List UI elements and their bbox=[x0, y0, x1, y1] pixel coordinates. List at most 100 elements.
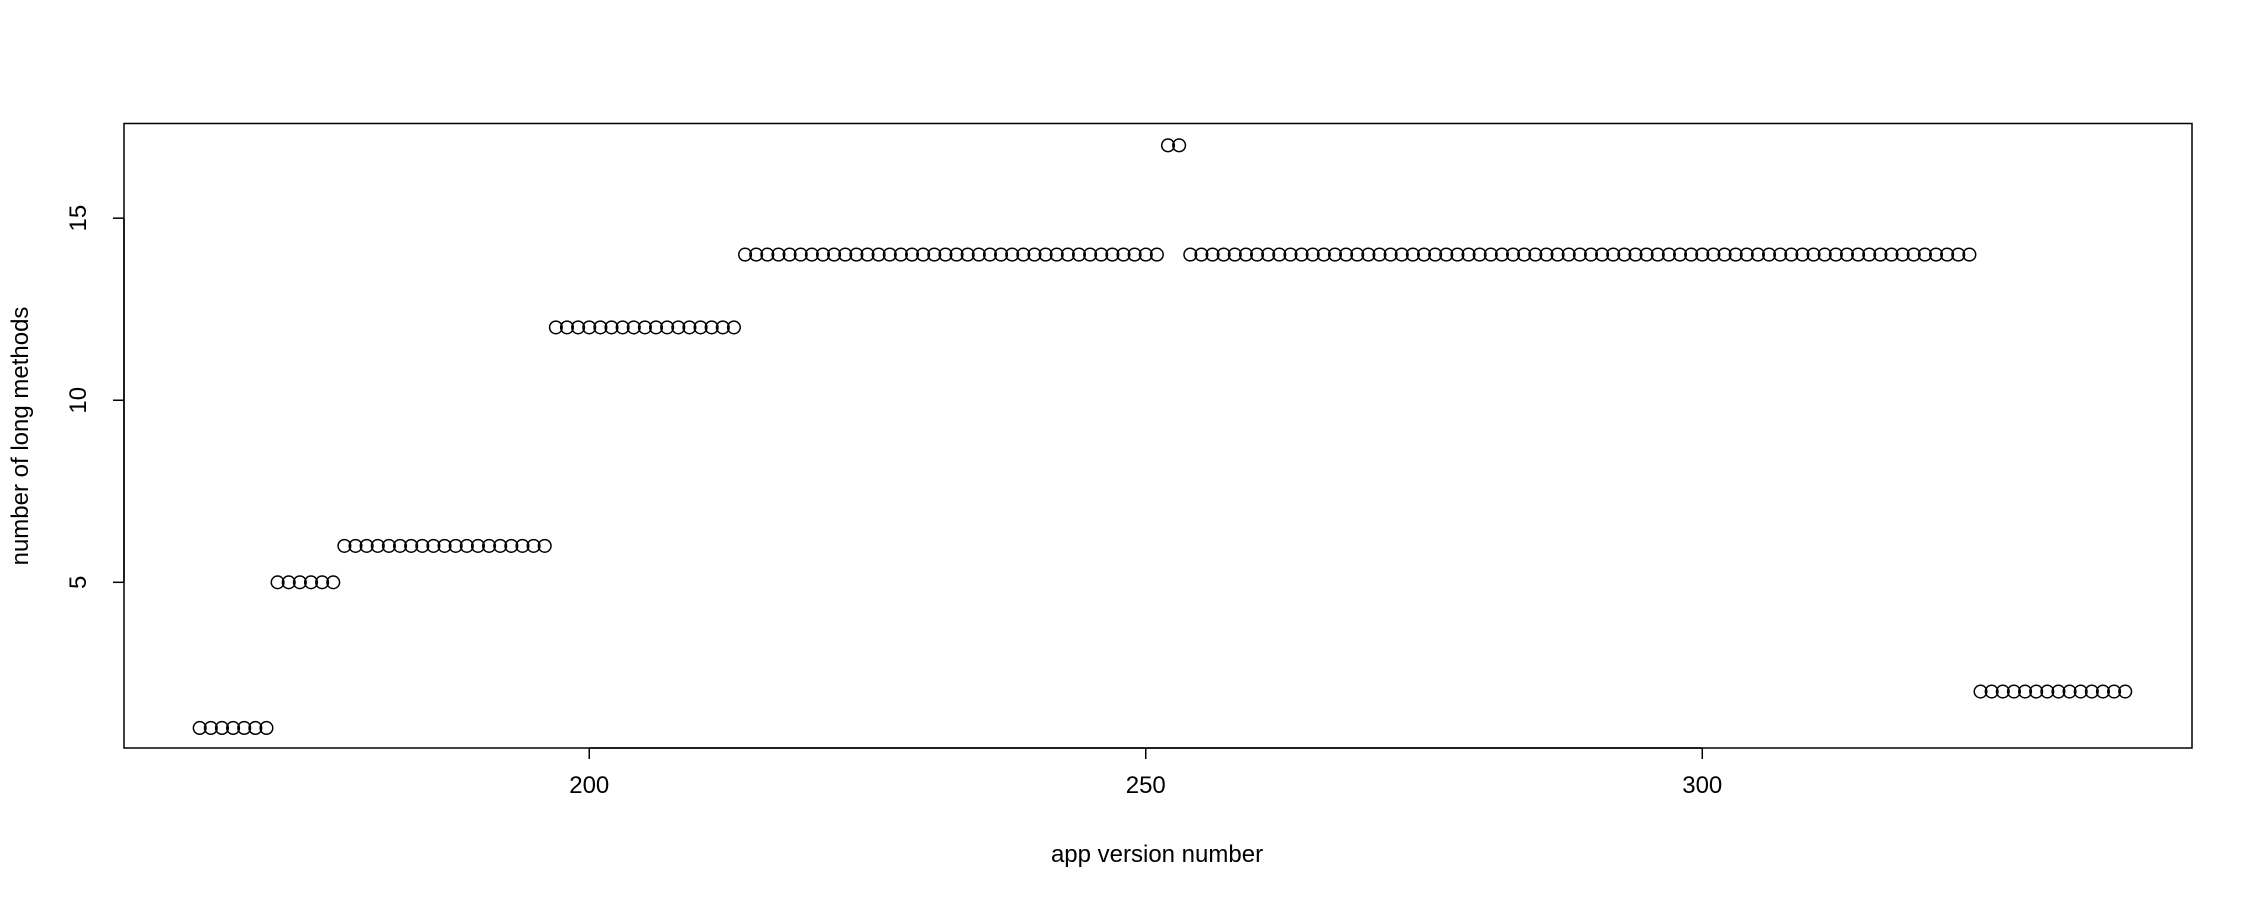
data-point bbox=[482, 538, 497, 553]
data-point bbox=[1828, 247, 1843, 262]
data-point bbox=[671, 320, 686, 335]
data-point bbox=[1806, 247, 1821, 262]
data-point bbox=[626, 320, 641, 335]
data-point bbox=[782, 247, 797, 262]
data-point bbox=[1283, 247, 1298, 262]
data-point bbox=[982, 247, 997, 262]
data-point bbox=[726, 320, 741, 335]
data-point bbox=[815, 247, 831, 262]
data-point bbox=[916, 247, 931, 262]
data-point bbox=[1784, 247, 1799, 262]
data-point bbox=[1238, 247, 1253, 262]
data-point bbox=[348, 538, 363, 553]
data-point bbox=[1483, 247, 1498, 262]
data-point bbox=[1083, 247, 1098, 262]
data-point bbox=[1394, 247, 1409, 262]
data-point bbox=[1862, 247, 1877, 262]
data-point bbox=[994, 247, 1009, 262]
data-point bbox=[1962, 247, 1977, 262]
data-point bbox=[1038, 247, 1053, 262]
data-point bbox=[571, 320, 586, 335]
data-point bbox=[237, 720, 252, 736]
data-point bbox=[270, 575, 285, 590]
data-point bbox=[1461, 247, 1476, 262]
data-point bbox=[2017, 684, 2033, 699]
data-point bbox=[1706, 247, 1721, 262]
data-point bbox=[1027, 247, 1042, 262]
data-point bbox=[1094, 247, 1109, 262]
data-point bbox=[1506, 247, 1521, 262]
data-point bbox=[771, 247, 786, 262]
data-point bbox=[1183, 247, 1198, 262]
data-point bbox=[1661, 247, 1676, 262]
data-point bbox=[1928, 247, 1944, 262]
data-point bbox=[1172, 138, 1187, 153]
data-point bbox=[1439, 247, 1454, 262]
data-point bbox=[1261, 247, 1276, 262]
data-point bbox=[1528, 247, 1543, 262]
data-point bbox=[1428, 247, 1443, 262]
data-point bbox=[303, 575, 319, 590]
data-point bbox=[1450, 247, 1465, 262]
data-point bbox=[1227, 247, 1242, 262]
data-point bbox=[2084, 684, 2099, 699]
data-point bbox=[415, 538, 430, 553]
data-point bbox=[1138, 247, 1153, 262]
data-point bbox=[526, 538, 541, 553]
x-tick-label: 250 bbox=[1126, 772, 1166, 799]
data-point bbox=[1684, 247, 1699, 262]
data-point bbox=[604, 320, 619, 335]
data-point bbox=[2051, 684, 2066, 699]
data-point bbox=[1049, 247, 1064, 262]
data-point bbox=[1405, 247, 1420, 262]
data-point bbox=[1839, 247, 1855, 262]
data-point bbox=[1817, 247, 1832, 262]
data-point bbox=[504, 538, 519, 553]
data-point bbox=[593, 320, 608, 335]
data-point bbox=[960, 247, 975, 262]
data-point bbox=[838, 247, 853, 262]
data-point bbox=[1339, 247, 1354, 262]
data-point bbox=[849, 247, 864, 262]
data-point bbox=[1361, 247, 1376, 262]
data-point bbox=[804, 247, 819, 262]
data-point bbox=[537, 538, 552, 553]
y-axis-label: number of long methods bbox=[7, 307, 34, 566]
data-point bbox=[559, 320, 575, 335]
data-point bbox=[1628, 247, 1643, 262]
data-point bbox=[1149, 247, 1164, 262]
data-point bbox=[1728, 247, 1743, 262]
data-point bbox=[359, 538, 374, 553]
y-tick-label: 15 bbox=[65, 205, 92, 232]
data-point bbox=[1717, 247, 1732, 262]
data-point bbox=[1116, 247, 1131, 262]
data-point bbox=[648, 320, 664, 335]
data-point bbox=[660, 320, 675, 335]
data-point bbox=[704, 320, 719, 335]
x-axis: 200 250 300 bbox=[569, 747, 1722, 799]
data-point bbox=[426, 538, 441, 553]
data-point bbox=[281, 575, 296, 590]
data-point bbox=[1272, 247, 1287, 262]
data-point bbox=[1005, 247, 1020, 262]
data-point bbox=[1940, 247, 1955, 262]
x-tick-label: 200 bbox=[569, 772, 609, 799]
data-point bbox=[337, 538, 352, 553]
data-point bbox=[1795, 247, 1810, 262]
data-point bbox=[1494, 247, 1509, 262]
data-point bbox=[1917, 247, 1932, 262]
data-point bbox=[470, 538, 485, 553]
data-point bbox=[1205, 247, 1220, 262]
data-point bbox=[326, 575, 341, 590]
data-point bbox=[1583, 247, 1599, 262]
data-point bbox=[192, 720, 207, 736]
data-point bbox=[493, 538, 508, 553]
data-point bbox=[971, 247, 986, 262]
data-point bbox=[2073, 684, 2088, 699]
data-point bbox=[1250, 247, 1265, 262]
data-point bbox=[315, 575, 330, 590]
data-point bbox=[738, 247, 753, 262]
x-axis-label: app version number bbox=[1051, 841, 1263, 868]
data-point bbox=[1606, 247, 1621, 262]
data-point bbox=[637, 320, 652, 335]
